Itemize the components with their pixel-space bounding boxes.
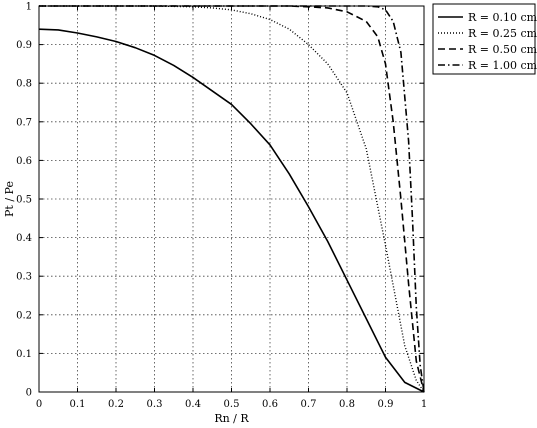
y-tick-label: 0 [26, 388, 32, 399]
legend-label-4: R = 1.00 cm [468, 59, 537, 72]
x-tick-label: 0.2 [108, 399, 124, 410]
y-tick-label: 1 [26, 2, 32, 13]
x-axis-label: Rn / R [214, 412, 249, 425]
x-tick-label: 0.4 [185, 399, 201, 410]
x-tick-label: 0.6 [262, 399, 278, 410]
x-tick-label: 0.8 [339, 399, 355, 410]
series-line-4 [39, 5, 425, 393]
x-tick-label: 0 [36, 399, 42, 410]
grid-lines [39, 6, 424, 392]
y-axis-label: Pt / Pe [3, 181, 16, 217]
series-line-2 [39, 5, 425, 393]
x-tick-label: 0.9 [378, 399, 394, 410]
x-tick-label: 1 [421, 399, 427, 410]
x-tick-label: 0.3 [147, 399, 163, 410]
y-tick-label: 0.3 [16, 272, 32, 283]
legend-box [432, 3, 536, 75]
legend: R = 0.10 cm R = 0.25 cm R = 0.50 cm R = 1.0… [432, 3, 537, 75]
x-tick-label: 0.5 [224, 399, 240, 410]
y-tick-label: 0.2 [16, 310, 32, 321]
y-tick-label: 0.5 [16, 195, 32, 206]
y-tick-label: 0.4 [16, 233, 32, 244]
y-tick-label: 0.7 [16, 117, 32, 128]
x-tick-label: 0.7 [301, 399, 317, 410]
tick-labels: 0 0.1 0.2 0.3 0.4 0.5 0.6 0.7 0.8 0.9 1 0 0.1 0.2 0.3 0… [16, 2, 427, 411]
legend-label-1: R = 0.10 cm [468, 11, 537, 24]
y-tick-label: 0.6 [16, 156, 32, 167]
y-tick-label: 0.8 [16, 79, 32, 90]
legend-label-3: R = 0.50 cm [468, 43, 537, 56]
y-tick-label: 0.1 [16, 349, 32, 360]
y-tick-label: 0.9 [16, 40, 32, 51]
series-line-1 [38, 28, 425, 393]
x-tick-label: 0.1 [70, 399, 86, 410]
legend-label-2: R = 0.25 cm [468, 27, 537, 40]
